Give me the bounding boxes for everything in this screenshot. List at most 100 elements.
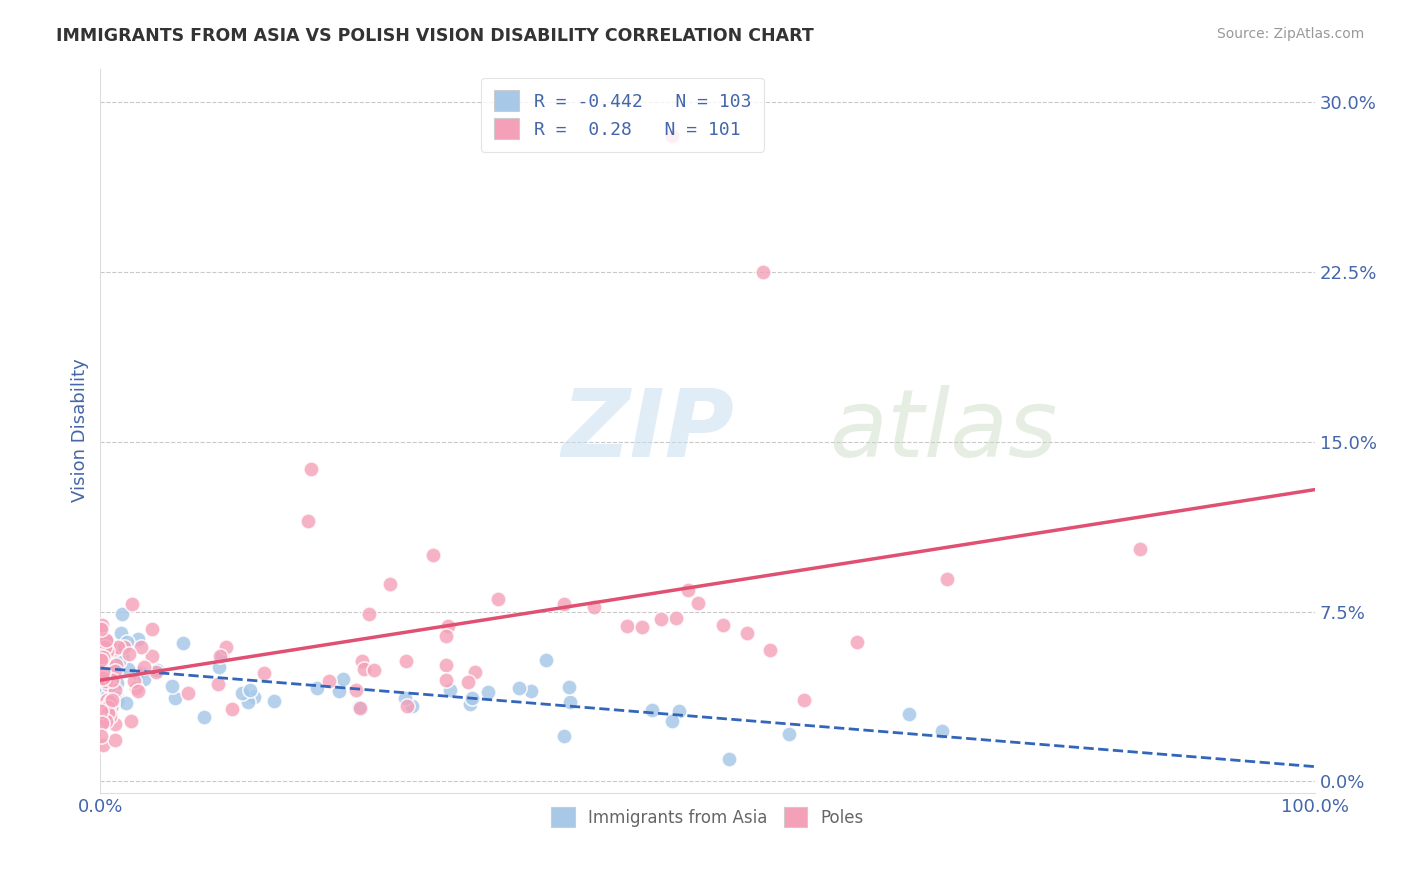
Point: [91, 665, 114, 679]
Point: [793, 693, 815, 707]
Point: [89, 696, 111, 710]
Point: [553, 597, 575, 611]
Point: [96, 690, 118, 704]
Point: [91, 665, 114, 680]
Point: [668, 704, 690, 718]
Point: [91, 645, 114, 659]
Point: [616, 619, 638, 633]
Point: [318, 673, 340, 688]
Point: [107, 640, 129, 654]
Point: [91, 649, 114, 664]
Point: [778, 727, 800, 741]
Point: [111, 650, 134, 665]
Point: [661, 714, 683, 728]
Point: [96, 644, 118, 658]
Point: [558, 681, 581, 695]
Point: [122, 673, 145, 688]
Point: [90, 640, 112, 654]
Point: [231, 685, 253, 699]
Point: [898, 707, 921, 722]
Point: [91, 630, 114, 644]
Point: [172, 636, 194, 650]
Point: [558, 695, 581, 709]
Point: [211, 648, 233, 663]
Point: [93, 681, 115, 696]
Point: [107, 690, 129, 705]
Point: [120, 714, 142, 729]
Point: [263, 694, 285, 708]
Point: [434, 657, 457, 672]
Point: [439, 683, 461, 698]
Point: [94, 658, 117, 673]
Point: [97, 640, 120, 654]
Point: [93, 641, 115, 656]
Point: [94, 705, 117, 719]
Point: [134, 672, 156, 686]
Point: [90, 651, 112, 665]
Point: [146, 663, 169, 677]
Point: [90, 729, 112, 743]
Point: [363, 663, 385, 677]
Point: [91, 668, 114, 682]
Point: [115, 634, 138, 648]
Point: [347, 699, 370, 714]
Point: [93, 695, 115, 709]
Point: [97, 700, 120, 714]
Point: [96, 651, 118, 665]
Point: [759, 642, 782, 657]
Point: [104, 658, 127, 673]
Point: [90, 656, 112, 670]
Point: [108, 654, 131, 668]
Point: [96, 714, 118, 728]
Point: [91, 644, 114, 658]
Point: [90, 642, 112, 657]
Point: [89, 697, 111, 711]
Point: [457, 674, 479, 689]
Point: [91, 671, 114, 685]
Point: [89, 656, 111, 670]
Point: [630, 620, 652, 634]
Point: [160, 679, 183, 693]
Point: [236, 695, 259, 709]
Point: [96, 636, 118, 650]
Point: [93, 657, 115, 671]
Legend: Immigrants from Asia, Poles: Immigrants from Asia, Poles: [543, 799, 872, 835]
Point: [93, 667, 115, 681]
Point: [94, 633, 117, 648]
Point: [583, 600, 606, 615]
Point: [221, 702, 243, 716]
Text: Source: ZipAtlas.com: Source: ZipAtlas.com: [1216, 27, 1364, 41]
Point: [90, 715, 112, 730]
Point: [98, 679, 121, 693]
Point: [90, 653, 112, 667]
Point: [486, 592, 509, 607]
Point: [103, 717, 125, 731]
Point: [132, 660, 155, 674]
Point: [89, 649, 111, 664]
Point: [89, 692, 111, 706]
Point: [735, 625, 758, 640]
Point: [332, 672, 354, 686]
Point: [299, 462, 322, 476]
Point: [111, 607, 134, 622]
Point: [104, 664, 127, 678]
Point: [96, 636, 118, 650]
Point: [98, 699, 121, 714]
Point: [253, 665, 276, 680]
Text: ZIP: ZIP: [562, 384, 735, 476]
Point: [163, 690, 186, 705]
Point: [1129, 542, 1152, 557]
Point: [353, 662, 375, 676]
Point: [145, 665, 167, 680]
Point: [96, 668, 118, 682]
Point: [434, 673, 457, 687]
Point: [177, 686, 200, 700]
Point: [297, 514, 319, 528]
Point: [105, 694, 128, 708]
Point: [90, 704, 112, 718]
Point: [90, 657, 112, 672]
Point: [96, 693, 118, 707]
Point: [89, 651, 111, 665]
Point: [89, 658, 111, 673]
Point: [91, 658, 114, 673]
